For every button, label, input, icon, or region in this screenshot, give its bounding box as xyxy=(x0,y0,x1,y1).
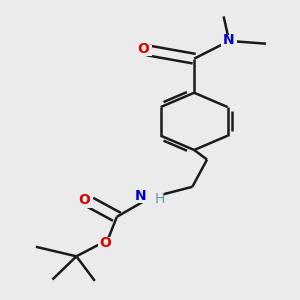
Bar xyxy=(137,45,152,56)
Text: N: N xyxy=(135,189,147,203)
Bar xyxy=(137,192,163,203)
Text: H: H xyxy=(155,192,166,206)
Text: O: O xyxy=(137,42,149,56)
Text: O: O xyxy=(99,236,111,250)
Bar xyxy=(221,35,237,47)
Text: O: O xyxy=(79,194,90,207)
Bar xyxy=(78,196,93,208)
Text: N: N xyxy=(223,33,234,47)
Bar xyxy=(98,237,114,248)
